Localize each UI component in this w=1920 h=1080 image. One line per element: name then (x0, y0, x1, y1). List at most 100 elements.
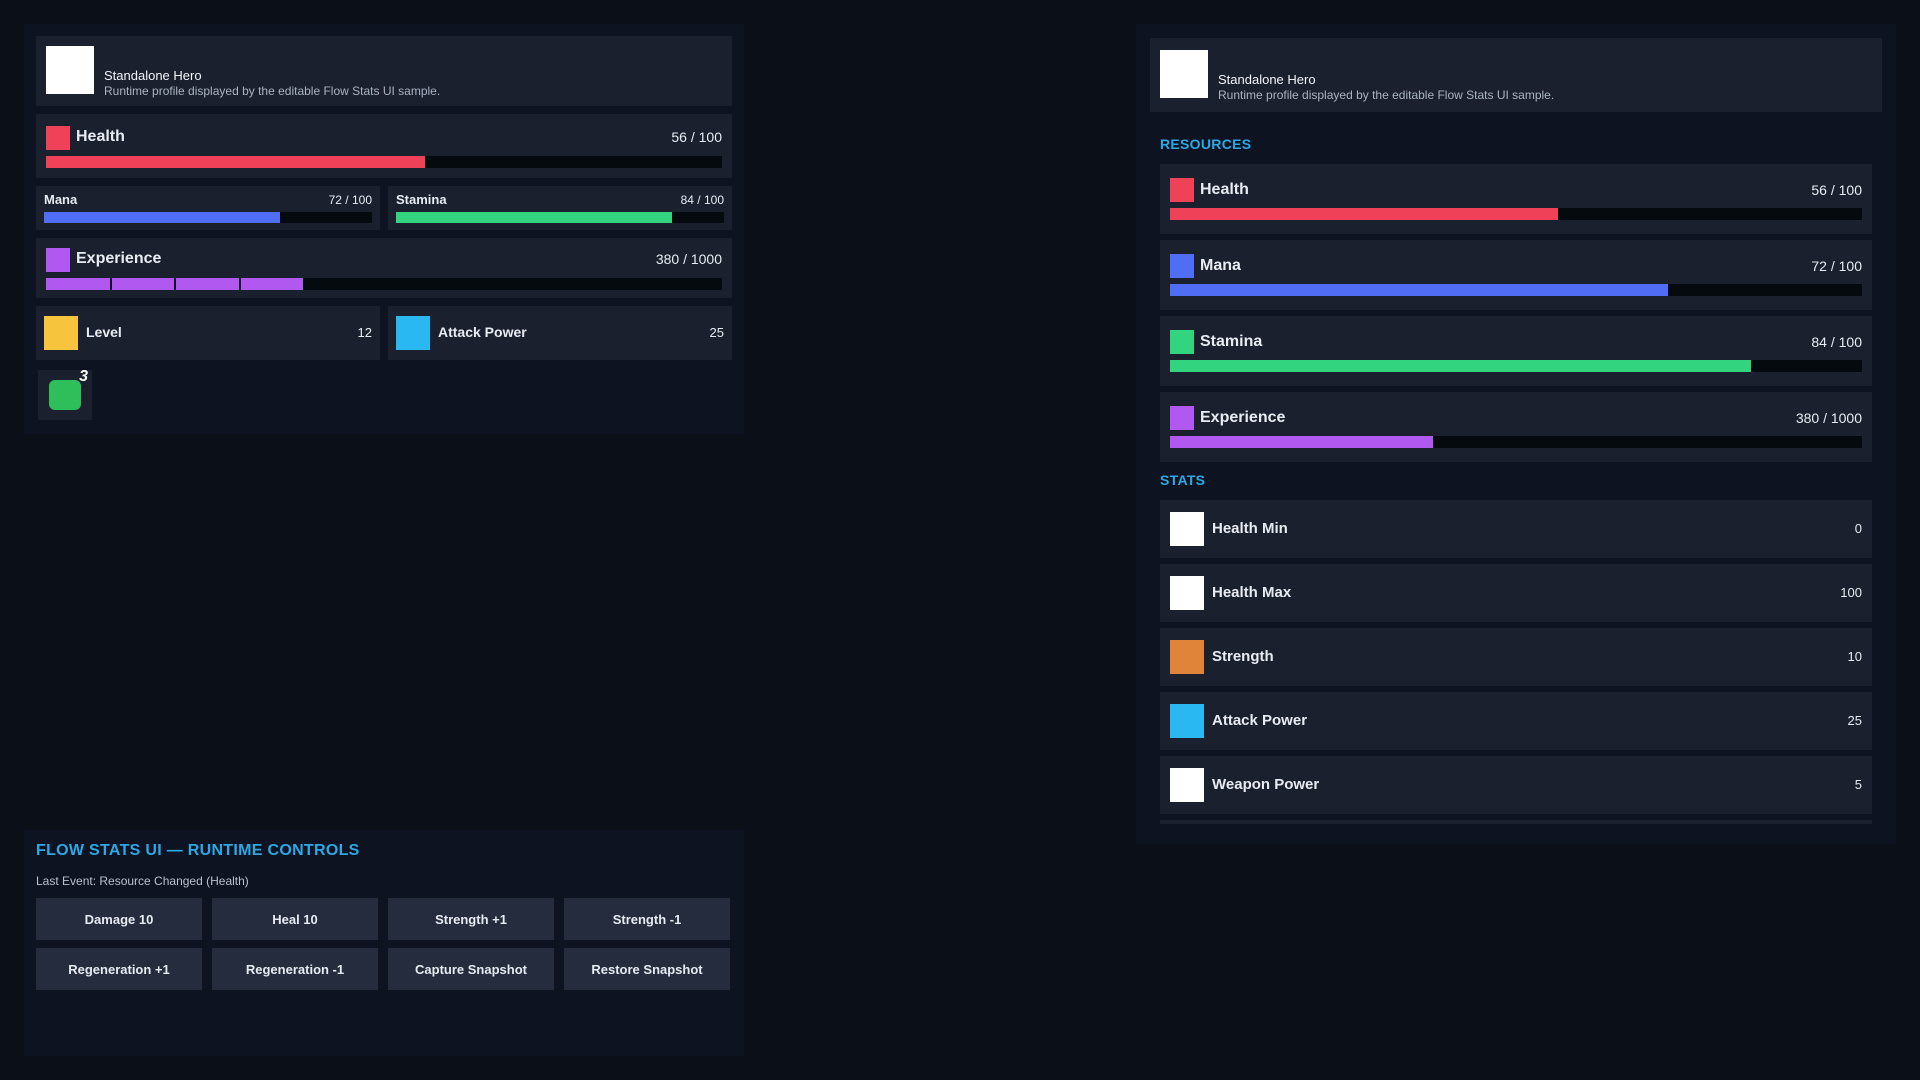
level-value: 12 (357, 325, 372, 340)
health-bar-fill (46, 156, 425, 168)
resource-experience-bar (1170, 436, 1862, 448)
right-profile-header: Standalone Hero Runtime profile displaye… (1150, 38, 1882, 112)
mana-resource: Mana 72 / 100 (36, 186, 380, 230)
status-effect-count: 3 (79, 368, 88, 385)
resource-experience: Experience 380 / 1000 (1160, 392, 1872, 462)
right-profile-description: Runtime profile displayed by the editabl… (1218, 88, 1555, 102)
health-bar (46, 156, 722, 168)
runtime-controls-panel: FLOW STATS UI — RUNTIME CONTROLS Last Ev… (24, 830, 744, 1056)
level-stat: Level 12 (36, 306, 380, 360)
stat-attack-power: Attack Power 25 (1160, 692, 1872, 750)
avatar (46, 46, 94, 94)
stat-health-max-label: Health Max (1212, 584, 1292, 601)
attack-power-value: 25 (709, 325, 724, 340)
profile-name: Standalone Hero (104, 68, 202, 83)
stat-strength-icon (1170, 640, 1204, 674)
right-avatar (1160, 50, 1208, 98)
stat-strength-value: 10 (1847, 649, 1862, 664)
right-stats-panel: Standalone Hero Runtime profile displaye… (1136, 24, 1896, 844)
resource-mana-bar-fill (1170, 284, 1669, 296)
resource-mana-bar (1170, 284, 1862, 296)
health-label: Health (76, 128, 125, 145)
stat-weapon-power: Weapon Power 5 (1160, 756, 1872, 814)
resource-stamina-label: Stamina (1200, 333, 1263, 350)
resource-health-label: Health (1200, 181, 1249, 198)
level-icon (44, 316, 78, 350)
stat-health-max: Health Max 100 (1160, 564, 1872, 622)
level-label: Level (86, 324, 122, 340)
resource-stamina: Stamina 84 / 100 (1160, 316, 1872, 386)
status-effect-icon (49, 380, 81, 410)
mana-bar-fill (44, 212, 281, 223)
resource-health: Health 56 / 100 (1160, 164, 1872, 234)
stat-health-min-value: 0 (1854, 521, 1862, 536)
strength-plus-button[interactable]: Strength +1 (388, 898, 554, 940)
damage-button[interactable]: Damage 10 (36, 898, 202, 940)
attack-power-icon (396, 316, 430, 350)
stamina-value: 84 / 100 (680, 193, 724, 207)
stat-attack-power-value: 25 (1847, 713, 1862, 728)
stat-health-min-icon (1170, 512, 1204, 546)
experience-resource: Experience 380 / 1000 (36, 238, 732, 298)
resource-experience-icon (1170, 406, 1194, 430)
attack-power-stat: Attack Power 25 (388, 306, 732, 360)
resource-stamina-value: 84 / 100 (1811, 334, 1862, 350)
stat-health-max-icon (1170, 576, 1204, 610)
controls-title: FLOW STATS UI — RUNTIME CONTROLS (36, 842, 360, 859)
stamina-label: Stamina (396, 192, 447, 207)
experience-segment-divider (110, 278, 113, 290)
health-resource: Health 56 / 100 (36, 114, 732, 178)
stat-weapon-power-value: 5 (1854, 777, 1862, 792)
attack-power-label: Attack Power (438, 324, 527, 340)
stat-strength-label: Strength (1212, 648, 1274, 665)
stat-health-max-value: 100 (1840, 585, 1862, 600)
mana-label: Mana (44, 192, 78, 207)
mana-value: 72 / 100 (328, 193, 372, 207)
experience-value: 380 / 1000 (655, 251, 722, 267)
resource-stamina-icon (1170, 330, 1194, 354)
right-profile-name: Standalone Hero (1218, 72, 1316, 87)
capture-snapshot-button[interactable]: Capture Snapshot (388, 948, 554, 990)
profile-description: Runtime profile displayed by the editabl… (104, 84, 441, 98)
resource-experience-value: 380 / 1000 (1795, 410, 1862, 426)
stat-attack-power-label: Attack Power (1212, 712, 1308, 729)
resources-title: RESOURCES (1160, 136, 1252, 152)
stat-weapon-power-icon (1170, 768, 1204, 802)
experience-icon (46, 248, 70, 272)
restore-snapshot-button[interactable]: Restore Snapshot (564, 948, 730, 990)
resource-health-value: 56 / 100 (1811, 182, 1862, 198)
stamina-bar (396, 212, 724, 223)
resource-mana: Mana 72 / 100 (1160, 240, 1872, 310)
stat-health-min: Health Min 0 (1160, 500, 1872, 558)
health-value: 56 / 100 (671, 129, 722, 145)
stamina-bar-fill (396, 212, 672, 223)
regeneration-minus-button[interactable]: Regeneration -1 (212, 948, 378, 990)
left-stats-panel: Standalone Hero Runtime profile displaye… (24, 24, 744, 434)
resource-health-bar-fill (1170, 208, 1558, 220)
experience-label: Experience (76, 250, 162, 267)
status-effect-slot[interactable]: 3 (38, 368, 92, 420)
mana-bar (44, 212, 372, 223)
profile-header: Standalone Hero Runtime profile displaye… (36, 36, 732, 106)
resource-stamina-bar (1170, 360, 1862, 372)
resource-mana-value: 72 / 100 (1811, 258, 1862, 274)
experience-segment-divider (174, 278, 177, 290)
stat-list-overflow-edge (1160, 820, 1872, 824)
resource-experience-label: Experience (1200, 409, 1286, 426)
last-event-text: Last Event: Resource Changed (Health) (36, 874, 249, 888)
resource-mana-icon (1170, 254, 1194, 278)
regeneration-plus-button[interactable]: Regeneration +1 (36, 948, 202, 990)
stats-title: STATS (1160, 472, 1206, 488)
experience-bar (46, 278, 722, 290)
stamina-resource: Stamina 84 / 100 (388, 186, 732, 230)
resource-stamina-bar-fill (1170, 360, 1752, 372)
stat-attack-power-icon (1170, 704, 1204, 738)
resource-experience-bar-fill (1170, 436, 1433, 448)
experience-segment-divider (238, 278, 241, 290)
strength-minus-button[interactable]: Strength -1 (564, 898, 730, 940)
resource-mana-label: Mana (1200, 257, 1241, 274)
heal-button[interactable]: Heal 10 (212, 898, 378, 940)
resource-health-bar (1170, 208, 1862, 220)
stat-weapon-power-label: Weapon Power (1212, 776, 1320, 793)
resource-health-icon (1170, 178, 1194, 202)
